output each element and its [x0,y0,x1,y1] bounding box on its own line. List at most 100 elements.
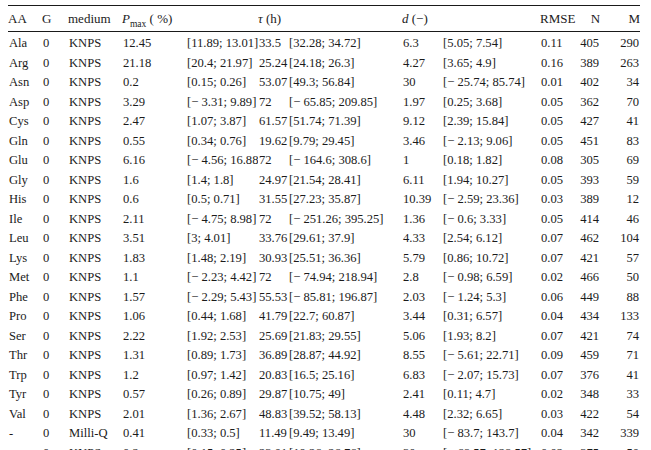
cell-pmax: 1.6 [122,171,186,191]
cell-tau_ci: [39.52; 58.13] [288,405,402,425]
cell-m: 69 [600,151,640,171]
cell-medium: KNPS [68,288,122,308]
cell-rmse: 0.07 [540,366,576,386]
table-row: -0Milli-Q0.41[0.33; 0.5]11.49[9.49; 13.4… [8,424,640,444]
cell-m: 33 [600,385,640,405]
table-body: Ala0KNPS12.45[11.89; 13.01]33.5[32.28; 3… [8,32,640,450]
cell-rmse: 0.02 [540,385,576,405]
cell-d_ci: [0.18; 1.82] [442,151,540,171]
cell-rmse: 0.04 [540,424,576,444]
cell-n: 422 [576,405,600,425]
cell-d: 6.3 [402,32,442,54]
cell-aa: Cys [8,112,42,132]
cell-n: 393 [576,171,600,191]
cell-aa: - [8,444,42,450]
cell-d: 30 [402,424,442,444]
col-header-n: N [576,6,600,32]
cell-pmax_ci: [0.33; 0.5] [186,424,258,444]
cell-d_ci: [− 5.61; 22.71] [442,346,540,366]
cell-d: 5.06 [402,327,442,347]
cell-medium: KNPS [68,249,122,269]
cell-tau_ci: [21.83; 29.55] [288,327,402,347]
cell-d: 8.55 [402,346,442,366]
cell-d_ci: [2.39; 15.84] [442,112,540,132]
cell-pmax_ci: [1.92; 2.53] [186,327,258,347]
cell-g: 0 [42,229,68,249]
cell-pmax: 0.55 [122,132,186,152]
cell-pmax: 12.45 [122,32,186,54]
cell-rmse: 0.01 [540,73,576,93]
cell-d_ci: [3.65; 4.9] [442,54,540,74]
cell-m: 70 [600,93,640,113]
cell-tau_ci: [− 85.81; 196.87] [288,288,402,308]
cell-g: 0 [42,93,68,113]
cell-pmax_ci: [0.97; 1.42] [186,366,258,386]
kinetics-results-table: AA G medium Pmax ( %) τ (h) d (−) RMSE N… [8,5,640,450]
cell-d_ci: [− 0.98; 6.59] [442,268,540,288]
cell-aa: Phe [8,288,42,308]
col-header-medium: medium [68,6,122,32]
cell-tau: 23.01 [258,444,288,450]
cell-d_ci: [0.25; 3.68] [442,93,540,113]
cell-g: 0 [42,190,68,210]
cell-medium: KNPS [68,268,122,288]
pmax-symbol: P [122,11,130,26]
cell-medium: KNPS [68,229,122,249]
cell-tau: 29.87 [258,385,288,405]
tau-unit: (h) [263,11,281,26]
cell-pmax: 1.1 [122,268,186,288]
cell-n: 434 [576,307,600,327]
table-row: Met0KNPS1.1[− 2.23; 4.42]72[− 74.94; 218… [8,268,640,288]
cell-medium: KNPS [68,346,122,366]
col-header-aa: AA [8,6,42,32]
cell-d: 30 [402,444,442,450]
cell-d: 6.11 [402,171,442,191]
col-header-pmax: Pmax ( %) [122,6,258,32]
cell-pmax_ci: [1.4; 1.8] [186,171,258,191]
cell-d_ci: [− 25.74; 85.74] [442,73,540,93]
cell-pmax: 6.16 [122,151,186,171]
cell-d: 5.79 [402,249,442,269]
cell-tau_ci: [28.87; 44.92] [288,346,402,366]
cell-tau_ci: [24.18; 26.3] [288,54,402,74]
cell-medium: KNPS [68,151,122,171]
cell-aa: Ser [8,327,42,347]
cell-m: 263 [600,54,640,74]
cell-m: 41 [600,112,640,132]
cell-aa: Asn [8,73,42,93]
paper-table-page: AA G medium Pmax ( %) τ (h) d (−) RMSE N… [0,0,651,450]
cell-n: 449 [576,288,600,308]
cell-tau: 25.69 [258,327,288,347]
cell-g: 0 [42,327,68,347]
cell-g: 0 [42,307,68,327]
cell-n: 389 [576,54,600,74]
cell-medium: KNPS [68,73,122,93]
cell-pmax: 2.01 [122,405,186,425]
cell-medium: KNPS [68,190,122,210]
col-header-m: M [600,6,640,32]
cell-rmse: 0.07 [540,327,576,347]
cell-n: 348 [576,385,600,405]
cell-aa: Leu [8,229,42,249]
cell-n: 462 [576,229,600,249]
cell-tau: 20.83 [258,366,288,386]
cell-medium: KNPS [68,366,122,386]
cell-medium: Milli-Q [68,424,122,444]
cell-tau_ci: [10.75; 49] [288,385,402,405]
cell-d: 4.27 [402,54,442,74]
cell-tau: 33.76 [258,229,288,249]
cell-pmax_ci: [− 3.31; 9.89] [186,93,258,113]
cell-rmse: 0.11 [540,32,576,54]
cell-m: 57 [600,249,640,269]
cell-medium: KNPS [68,171,122,191]
cell-m: 133 [600,307,640,327]
cell-medium: KNPS [68,385,122,405]
cell-d: 1.97 [402,93,442,113]
cell-tau_ci: [29.61; 37.9] [288,229,402,249]
cell-medium: KNPS [68,132,122,152]
cell-g: 0 [42,288,68,308]
cell-d: 3.44 [402,307,442,327]
cell-aa: Arg [8,54,42,74]
cell-tau: 33.5 [258,32,288,54]
cell-rmse: 0.05 [540,171,576,191]
